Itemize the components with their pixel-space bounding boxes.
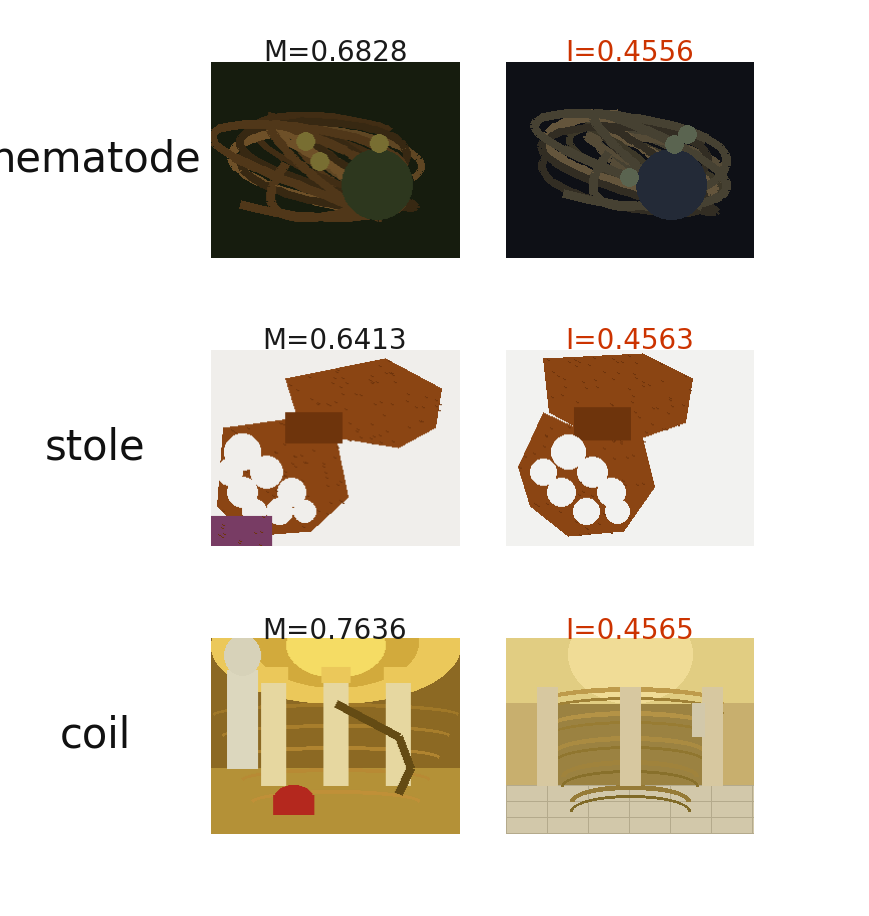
Text: I=0.4556: I=0.4556 [565, 39, 693, 67]
Text: I=0.4565: I=0.4565 [565, 617, 693, 645]
Text: coil: coil [59, 715, 130, 757]
Text: nematode: nematode [0, 139, 201, 181]
Text: stole: stole [44, 427, 145, 469]
Text: M=0.6828: M=0.6828 [262, 39, 407, 67]
Text: M=0.6413: M=0.6413 [262, 327, 407, 355]
Text: M=0.7636: M=0.7636 [262, 617, 407, 645]
Text: I=0.4563: I=0.4563 [565, 327, 693, 355]
